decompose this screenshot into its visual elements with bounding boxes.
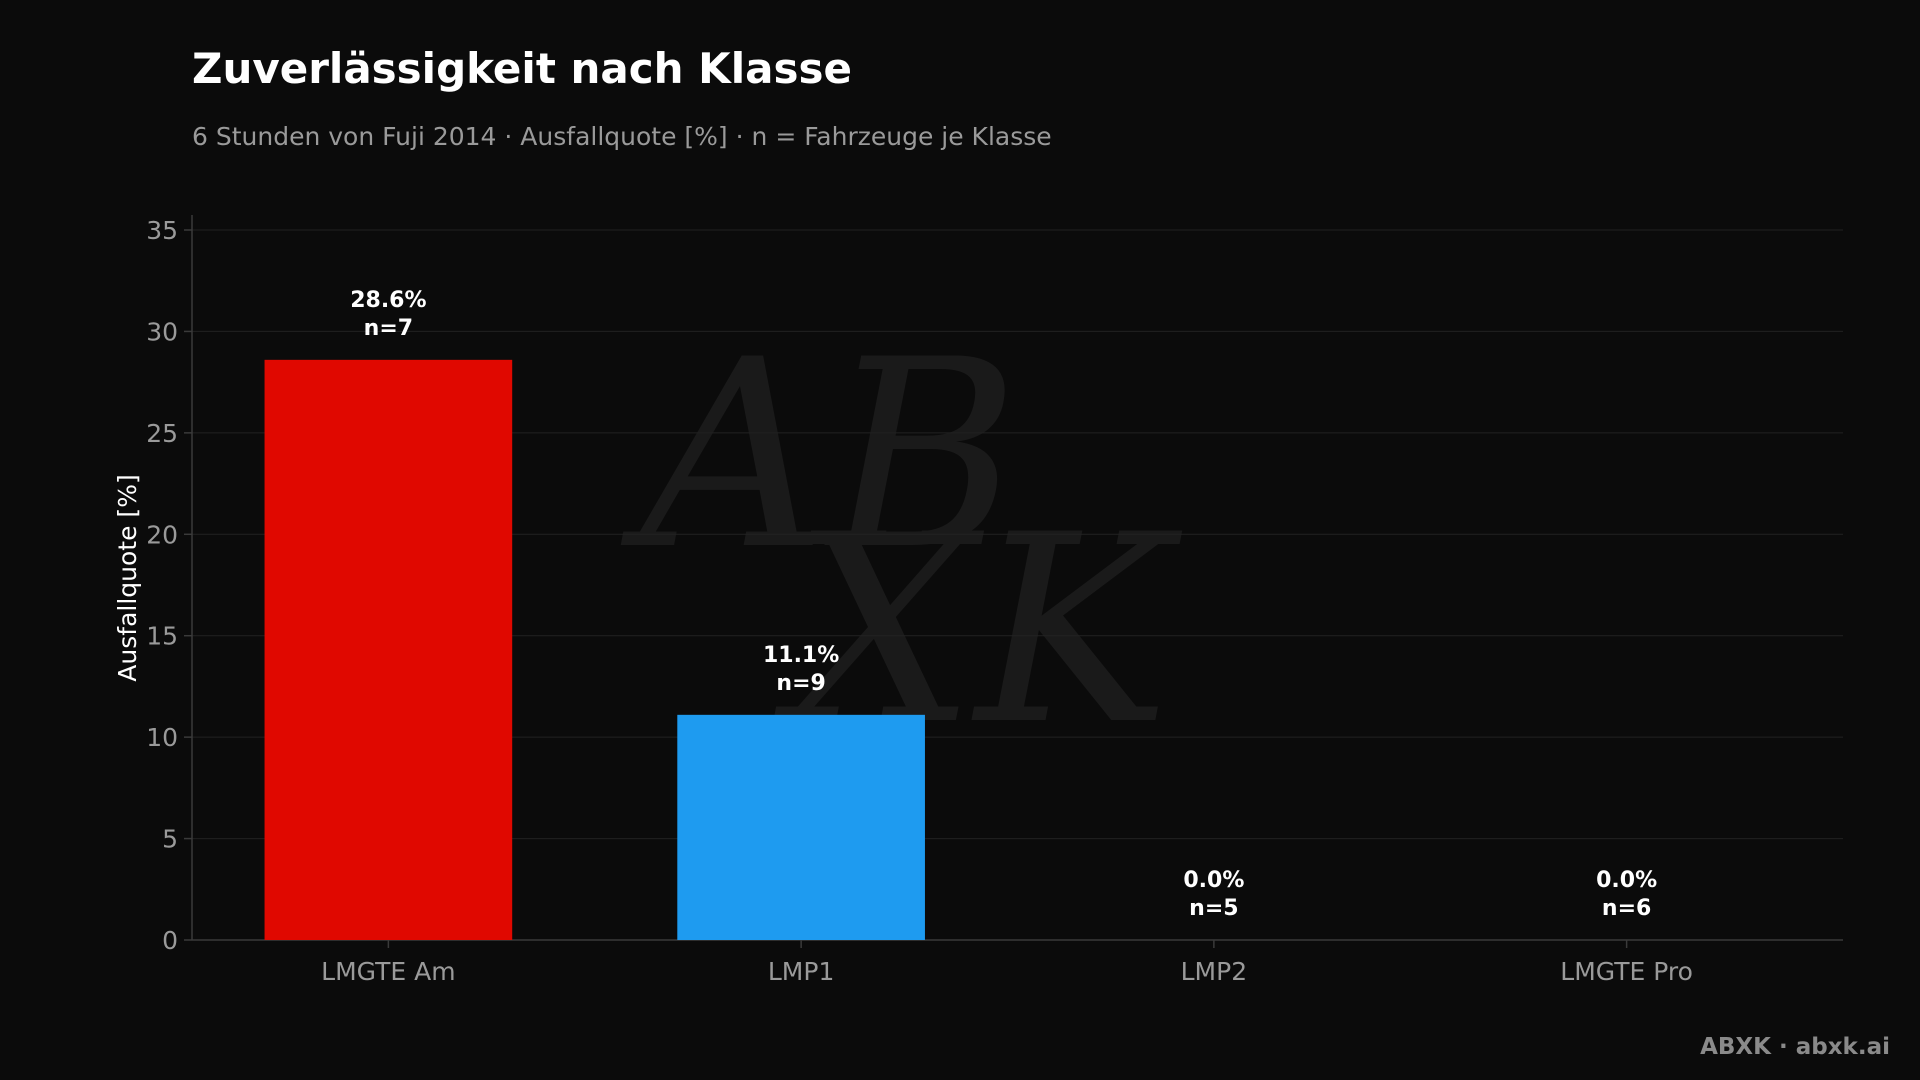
x-tick-label: LMP2 — [1181, 957, 1247, 986]
bar — [677, 714, 925, 940]
data-label-value: 28.6% — [350, 288, 426, 313]
data-label-n: n=6 — [1602, 896, 1651, 921]
y-axis-label: Ausfallquote [%] — [113, 474, 142, 681]
footer-credit: ABXK · abxk.ai — [1700, 1034, 1890, 1060]
data-label-n: n=5 — [1189, 896, 1238, 921]
chart-title: Zuverlässigkeit nach Klasse — [192, 44, 852, 93]
y-tick-label: 10 — [146, 723, 178, 752]
y-tick-label: 5 — [162, 825, 178, 854]
watermark-text-1: AB — [620, 305, 1019, 607]
x-tick-label: LMP1 — [768, 957, 834, 986]
bar — [264, 359, 513, 940]
watermark-logo: AB XK — [620, 305, 1182, 782]
x-tick-label: LMGTE Pro — [1560, 957, 1693, 986]
data-label-value: 11.1% — [763, 643, 839, 668]
data-label-n: n=7 — [364, 316, 413, 341]
y-tick-label: 15 — [146, 622, 178, 651]
y-tick-label: 0 — [162, 926, 178, 955]
y-tick-label: 20 — [146, 520, 178, 549]
y-tick-label: 35 — [146, 216, 178, 245]
chart-subtitle: 6 Stunden von Fuji 2014 · Ausfallquote [… — [192, 122, 1052, 151]
bars — [264, 359, 925, 940]
y-tick-label: 30 — [146, 317, 178, 346]
y-tick-label: 25 — [146, 419, 178, 448]
x-tick-label: LMGTE Am — [321, 957, 455, 986]
data-label-n: n=9 — [776, 671, 825, 696]
data-label-value: 0.0% — [1596, 868, 1657, 893]
data-labels: 28.6% n=7 11.1% n=9 0.0% n=5 0.0% n=6 — [350, 288, 1657, 921]
data-label-value: 0.0% — [1183, 868, 1244, 893]
